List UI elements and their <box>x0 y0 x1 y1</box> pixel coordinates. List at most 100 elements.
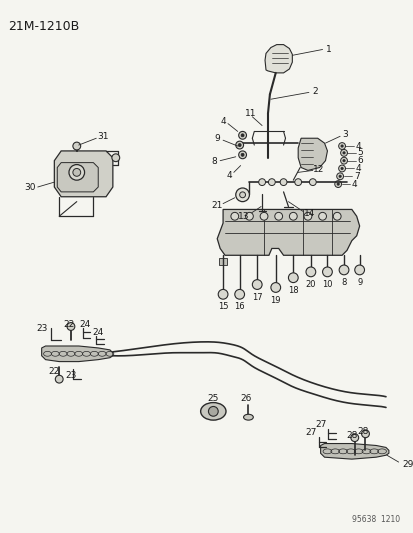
Circle shape <box>318 212 326 220</box>
Text: 13: 13 <box>237 212 249 221</box>
Circle shape <box>309 179 316 185</box>
Circle shape <box>340 145 342 147</box>
Text: 17: 17 <box>251 293 262 302</box>
Polygon shape <box>54 151 113 197</box>
Text: 18: 18 <box>287 286 298 295</box>
Polygon shape <box>217 209 359 255</box>
Text: 4: 4 <box>220 117 225 126</box>
Circle shape <box>289 212 297 220</box>
Circle shape <box>340 167 342 169</box>
Circle shape <box>342 152 344 154</box>
Text: 15: 15 <box>217 303 228 311</box>
Text: 14: 14 <box>304 209 315 218</box>
Text: 22: 22 <box>63 320 74 329</box>
Circle shape <box>73 168 81 176</box>
Text: 28: 28 <box>357 427 368 437</box>
Text: 8: 8 <box>211 157 217 166</box>
Text: 24: 24 <box>93 328 104 337</box>
Circle shape <box>294 179 301 185</box>
Text: 25: 25 <box>207 394 218 403</box>
Circle shape <box>288 273 297 282</box>
Text: 21: 21 <box>211 201 222 210</box>
Text: 11: 11 <box>244 109 256 118</box>
Circle shape <box>268 179 275 185</box>
Text: 27: 27 <box>314 419 325 429</box>
Circle shape <box>338 143 345 149</box>
Circle shape <box>274 212 282 220</box>
Text: 2: 2 <box>311 87 317 96</box>
Circle shape <box>235 188 249 201</box>
Circle shape <box>218 289 228 299</box>
Circle shape <box>336 183 339 185</box>
Text: 12: 12 <box>312 165 323 174</box>
Text: 7: 7 <box>353 172 359 181</box>
Circle shape <box>340 149 347 156</box>
Circle shape <box>237 143 240 147</box>
Circle shape <box>270 282 280 292</box>
Ellipse shape <box>200 402 225 420</box>
Circle shape <box>280 179 286 185</box>
Circle shape <box>350 434 358 441</box>
Text: 4: 4 <box>351 180 357 189</box>
Text: 16: 16 <box>234 303 244 311</box>
Circle shape <box>238 151 246 159</box>
Circle shape <box>240 154 244 156</box>
Text: 20: 20 <box>305 280 316 289</box>
Circle shape <box>338 165 345 172</box>
Polygon shape <box>42 346 113 361</box>
Circle shape <box>322 267 332 277</box>
Text: 19: 19 <box>270 296 280 305</box>
Circle shape <box>208 407 218 416</box>
Circle shape <box>338 175 340 177</box>
Text: 9: 9 <box>356 278 361 287</box>
Circle shape <box>238 132 246 139</box>
Text: 1: 1 <box>325 45 330 54</box>
Circle shape <box>305 267 315 277</box>
Circle shape <box>235 141 243 149</box>
Text: 6: 6 <box>357 156 363 165</box>
Text: 9: 9 <box>214 134 220 143</box>
Text: 22: 22 <box>49 367 60 376</box>
Circle shape <box>336 173 343 180</box>
Circle shape <box>259 212 267 220</box>
Text: 21M-1210B: 21M-1210B <box>9 20 80 33</box>
Text: 10: 10 <box>321 280 332 289</box>
Circle shape <box>239 192 245 198</box>
Text: 8: 8 <box>341 278 346 287</box>
Text: 26: 26 <box>240 394 252 403</box>
Circle shape <box>303 212 311 220</box>
Circle shape <box>354 265 363 275</box>
Text: 23: 23 <box>36 324 47 333</box>
Circle shape <box>342 159 344 162</box>
Text: 4: 4 <box>225 171 231 180</box>
Text: 4: 4 <box>355 142 361 150</box>
Circle shape <box>340 157 347 164</box>
Circle shape <box>361 430 368 438</box>
Text: 30: 30 <box>24 183 36 192</box>
Polygon shape <box>297 138 327 171</box>
Polygon shape <box>218 258 226 265</box>
Polygon shape <box>57 163 98 192</box>
Polygon shape <box>264 45 292 73</box>
Circle shape <box>240 134 244 137</box>
Circle shape <box>245 212 253 220</box>
Circle shape <box>258 179 265 185</box>
Circle shape <box>67 322 75 330</box>
Text: 31: 31 <box>97 132 109 141</box>
Text: 29: 29 <box>401 459 413 469</box>
Text: 28: 28 <box>345 431 357 440</box>
Circle shape <box>332 212 340 220</box>
Circle shape <box>338 265 348 275</box>
Circle shape <box>73 142 81 150</box>
Ellipse shape <box>243 414 253 420</box>
Circle shape <box>252 280 261 289</box>
Text: 24: 24 <box>79 320 90 329</box>
Circle shape <box>234 289 244 299</box>
Text: 3: 3 <box>341 130 347 139</box>
Polygon shape <box>320 443 388 459</box>
Circle shape <box>230 212 238 220</box>
Text: 5: 5 <box>357 148 363 157</box>
Text: 27: 27 <box>304 429 316 437</box>
Circle shape <box>69 165 84 180</box>
Circle shape <box>55 375 63 383</box>
